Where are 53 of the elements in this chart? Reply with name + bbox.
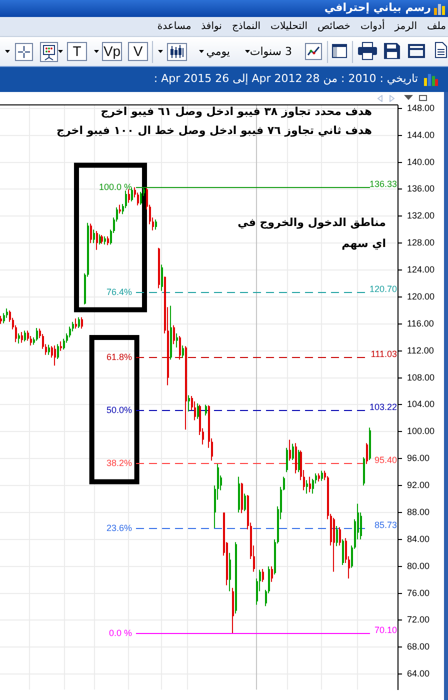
y-tick-label: 84.00 — [407, 534, 430, 544]
annotation: هدف ثاني تجاوز ٧٦ فيبو ادخل وصل خط ال ١٠٠ فيبو اخرج — [56, 123, 372, 138]
y-tick-label: 88.00 — [407, 506, 430, 517]
text: أدوات — [360, 20, 385, 33]
y-tick-label: 128.00 — [407, 238, 435, 248]
y-tick-label: 148.00 — [407, 102, 435, 113]
text: ملف — [426, 20, 446, 33]
ref-line-label: 136.33 — [369, 179, 397, 189]
y-tick-label: 68.00 — [407, 642, 430, 652]
y-tick-label: 64.00 — [407, 668, 430, 679]
y-tick-label: 132.00 — [407, 210, 435, 221]
y-tick-label: 108.00 — [407, 372, 435, 382]
y-tick-label: 100.00 — [407, 426, 435, 436]
y-tick-label: 124.00 — [407, 264, 435, 275]
y-tick-label: 72.00 — [407, 614, 430, 625]
y-tick-label: 136.00 — [407, 184, 435, 194]
chart-title: رسم بياني إحترافي — [324, 1, 431, 15]
toolbar-button: V — [128, 42, 148, 61]
annotation: 61.8% — [106, 352, 132, 362]
text: الرمز — [394, 20, 417, 33]
annotation: 23.6% — [106, 522, 132, 533]
ref-line-label: 85.73 — [374, 520, 397, 530]
ref-line-label: 111.03 — [370, 349, 397, 359]
text: يومي — [206, 45, 230, 59]
text: نوافذ — [201, 20, 222, 33]
text: مساعدة — [157, 20, 192, 33]
toolbar-button: T — [67, 42, 87, 61]
text: النماذج — [232, 20, 261, 33]
y-tick-label: 96.00 — [407, 453, 430, 464]
annotation: 76.4% — [106, 286, 132, 297]
y-tick-label: 140.00 — [407, 156, 435, 167]
ref-line-label: 70.10 — [374, 625, 397, 635]
annotation: 38.2% — [106, 458, 132, 468]
y-tick-label: 92.00 — [407, 480, 430, 490]
y-tick-label: 144.00 — [407, 130, 435, 140]
y-tick-label: 116.00 — [407, 318, 434, 328]
ref-line-label: 120.70 — [369, 284, 397, 294]
text: 3 سنوات — [250, 45, 292, 59]
y-tick-label: 76.00 — [407, 588, 430, 598]
annotation: هدف محدد تجاوز ٣٨ فيبو ادخل وصل ٦١ فيبو اخرج — [100, 104, 372, 119]
annotation: 0.0 % — [108, 628, 132, 638]
ref-line-label: 95.40 — [374, 455, 397, 465]
annotation: 50.0% — [106, 404, 132, 415]
y-tick-label: 80.00 — [407, 560, 430, 571]
y-tick-label: 120.00 — [407, 291, 435, 302]
y-tick-label: 104.00 — [407, 399, 435, 410]
toolbar-button: Vp — [102, 42, 122, 61]
text: التحليلات — [270, 20, 308, 33]
ref-line-label: 103.22 — [369, 402, 397, 412]
text: خصائص — [318, 20, 350, 33]
y-tick-label: 112.00 — [407, 345, 434, 356]
chart-subtitle: تاريخي : 2010 : من 28 Apr 2012 إلى 26 Apr 2015 : — [154, 72, 418, 86]
annotation: مناطق الدخول والخروج في اي سهم — [238, 215, 386, 252]
